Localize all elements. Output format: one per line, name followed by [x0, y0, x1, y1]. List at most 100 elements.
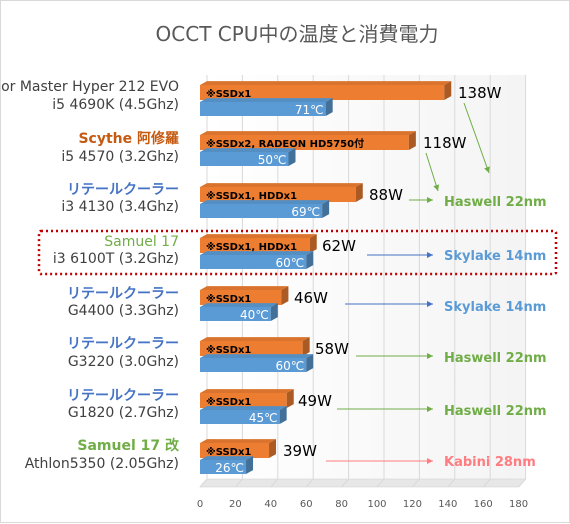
power-bar-front [200, 85, 445, 100]
gridline-floor [482, 478, 491, 488]
x-tick-label: 40 [264, 499, 277, 510]
gridline-floor [376, 478, 385, 488]
power-bar-side [309, 234, 317, 253]
temp-bar-side [322, 200, 330, 218]
power-bar-side [444, 81, 452, 100]
category-label-1: リテールクーラー [67, 388, 179, 404]
bar-note: ※SSDx1 [206, 293, 251, 305]
plot-floor [199, 478, 527, 488]
temp-bar-top [200, 406, 287, 410]
temp-bar [200, 456, 254, 474]
power-label: 39W [283, 442, 317, 460]
power-bar-front [200, 238, 310, 253]
x-tick-label: 60 [300, 499, 313, 510]
temp-bar [200, 251, 314, 269]
category-label-2: i5 4690K (4.5Ghz) [52, 97, 179, 113]
bar-note: ※SSDx1, HDDx1 [206, 190, 297, 202]
architecture-label: Haswell 22nm [444, 195, 547, 210]
temp-bar-side [325, 98, 333, 116]
gridline-floor [305, 478, 314, 488]
temp-bar-front [200, 358, 307, 372]
category-label-2: i3 6100T (3.2Ghz) [53, 251, 179, 267]
temp-bar-top [200, 200, 330, 204]
power-bar-side [281, 286, 289, 305]
temp-bar-top [200, 98, 333, 102]
gridline-floor [341, 478, 349, 488]
temp-bar-front [200, 152, 289, 166]
category-label-1: リテールクーラー [67, 286, 179, 302]
x-tick-label: 140 [438, 499, 457, 510]
temp-label: 71℃ [295, 103, 324, 117]
category-label-2: i3 4130 (3.4Ghz) [61, 199, 179, 215]
category-labels: Coolor Master Hyper 212 EVO i5 4690K (4.5… [1, 79, 180, 472]
temp-label: 60℃ [275, 256, 304, 270]
temp-bar [200, 303, 278, 321]
power-bar-front [200, 393, 287, 408]
temp-bar-front [200, 255, 307, 269]
temp-bar [200, 406, 287, 424]
power-label: 118W [423, 134, 467, 152]
x-tick-label: 160 [474, 499, 493, 510]
temp-label: 69℃ [291, 205, 320, 219]
power-bar [200, 234, 317, 253]
category-label-1: Samuel 17 改 [77, 437, 180, 454]
temp-bar-front [200, 204, 323, 218]
gridline-floor [412, 478, 420, 488]
power-bar-front [200, 187, 356, 202]
architecture-label: Skylake 14nm [444, 249, 546, 264]
power-bar-front [200, 443, 270, 458]
power-label: 88W [369, 186, 403, 204]
gridline-floor [199, 478, 208, 488]
plot-wall [207, 75, 526, 479]
temp-bar-front [200, 410, 280, 424]
temp-bar-front [200, 102, 326, 116]
category-label-2: i5 4570 (3.2Ghz) [61, 149, 179, 165]
power-label: 62W [322, 237, 356, 255]
temp-bar-side [246, 456, 254, 474]
temp-bar-side [270, 303, 278, 321]
power-bar [200, 439, 277, 458]
bar-note: ※SSDx1 [206, 88, 251, 100]
temp-label: 45℃ [249, 411, 278, 425]
gridline-floor [447, 478, 456, 488]
category-label-2: Athlon5350 (2.05Ghz) [25, 456, 179, 472]
category-label-1: Scythe 阿修羅 [78, 130, 179, 147]
power-label: 58W [315, 340, 349, 358]
x-axis-ticks: 0 20 40 60 80 100 120 140 160 180 [197, 499, 528, 510]
power-bar [200, 81, 452, 100]
temp-label: 50℃ [258, 153, 287, 167]
architecture-label: Skylake 14nm [444, 300, 546, 315]
power-bar-front [200, 290, 282, 305]
x-tick-label: 20 [229, 499, 242, 510]
category-label-2: G4400 (3.3Ghz) [68, 303, 179, 319]
temp-label: 40℃ [240, 308, 269, 322]
x-tick-label: 100 [367, 499, 386, 510]
temp-bar-side [288, 148, 296, 166]
power-bar-top [200, 81, 452, 85]
gridline-floor [518, 478, 526, 488]
temp-bar [200, 148, 296, 166]
power-bar-top [200, 389, 294, 393]
temp-label: 60℃ [275, 359, 304, 373]
power-bar-side [355, 183, 363, 202]
temp-bar-top [200, 354, 314, 358]
bar-note: ※SSDx2, RADEON HD5750付 [206, 137, 364, 150]
power-bar-top [200, 337, 310, 341]
highlight-box [37, 229, 558, 276]
power-bar-front [200, 341, 303, 356]
category-label-2: G1820 (2.7Ghz) [68, 405, 179, 421]
bar-note: ※SSDx1 [206, 344, 251, 356]
temp-bar-top [200, 148, 296, 152]
gridline-floor [270, 478, 279, 488]
power-bar [200, 286, 289, 305]
chart-title: OCCT CPU中の温度と消費電力 [156, 22, 439, 46]
temp-bar-front [200, 460, 247, 474]
category-label-1: Coolor Master Hyper 212 EVO [1, 79, 179, 95]
category-label-1: リテールクーラー [67, 182, 179, 198]
architecture-label: Kabini 28nm [444, 455, 536, 470]
temp-bar-top [200, 456, 254, 460]
temp-bar [200, 354, 314, 372]
bar-note: ※SSDx1, HDDx1 [206, 241, 297, 253]
annotations: 138W 118W 88W Haswell 22nm 62W Skylake 14nm 46… [37, 84, 558, 470]
power-bar-side [286, 389, 294, 408]
